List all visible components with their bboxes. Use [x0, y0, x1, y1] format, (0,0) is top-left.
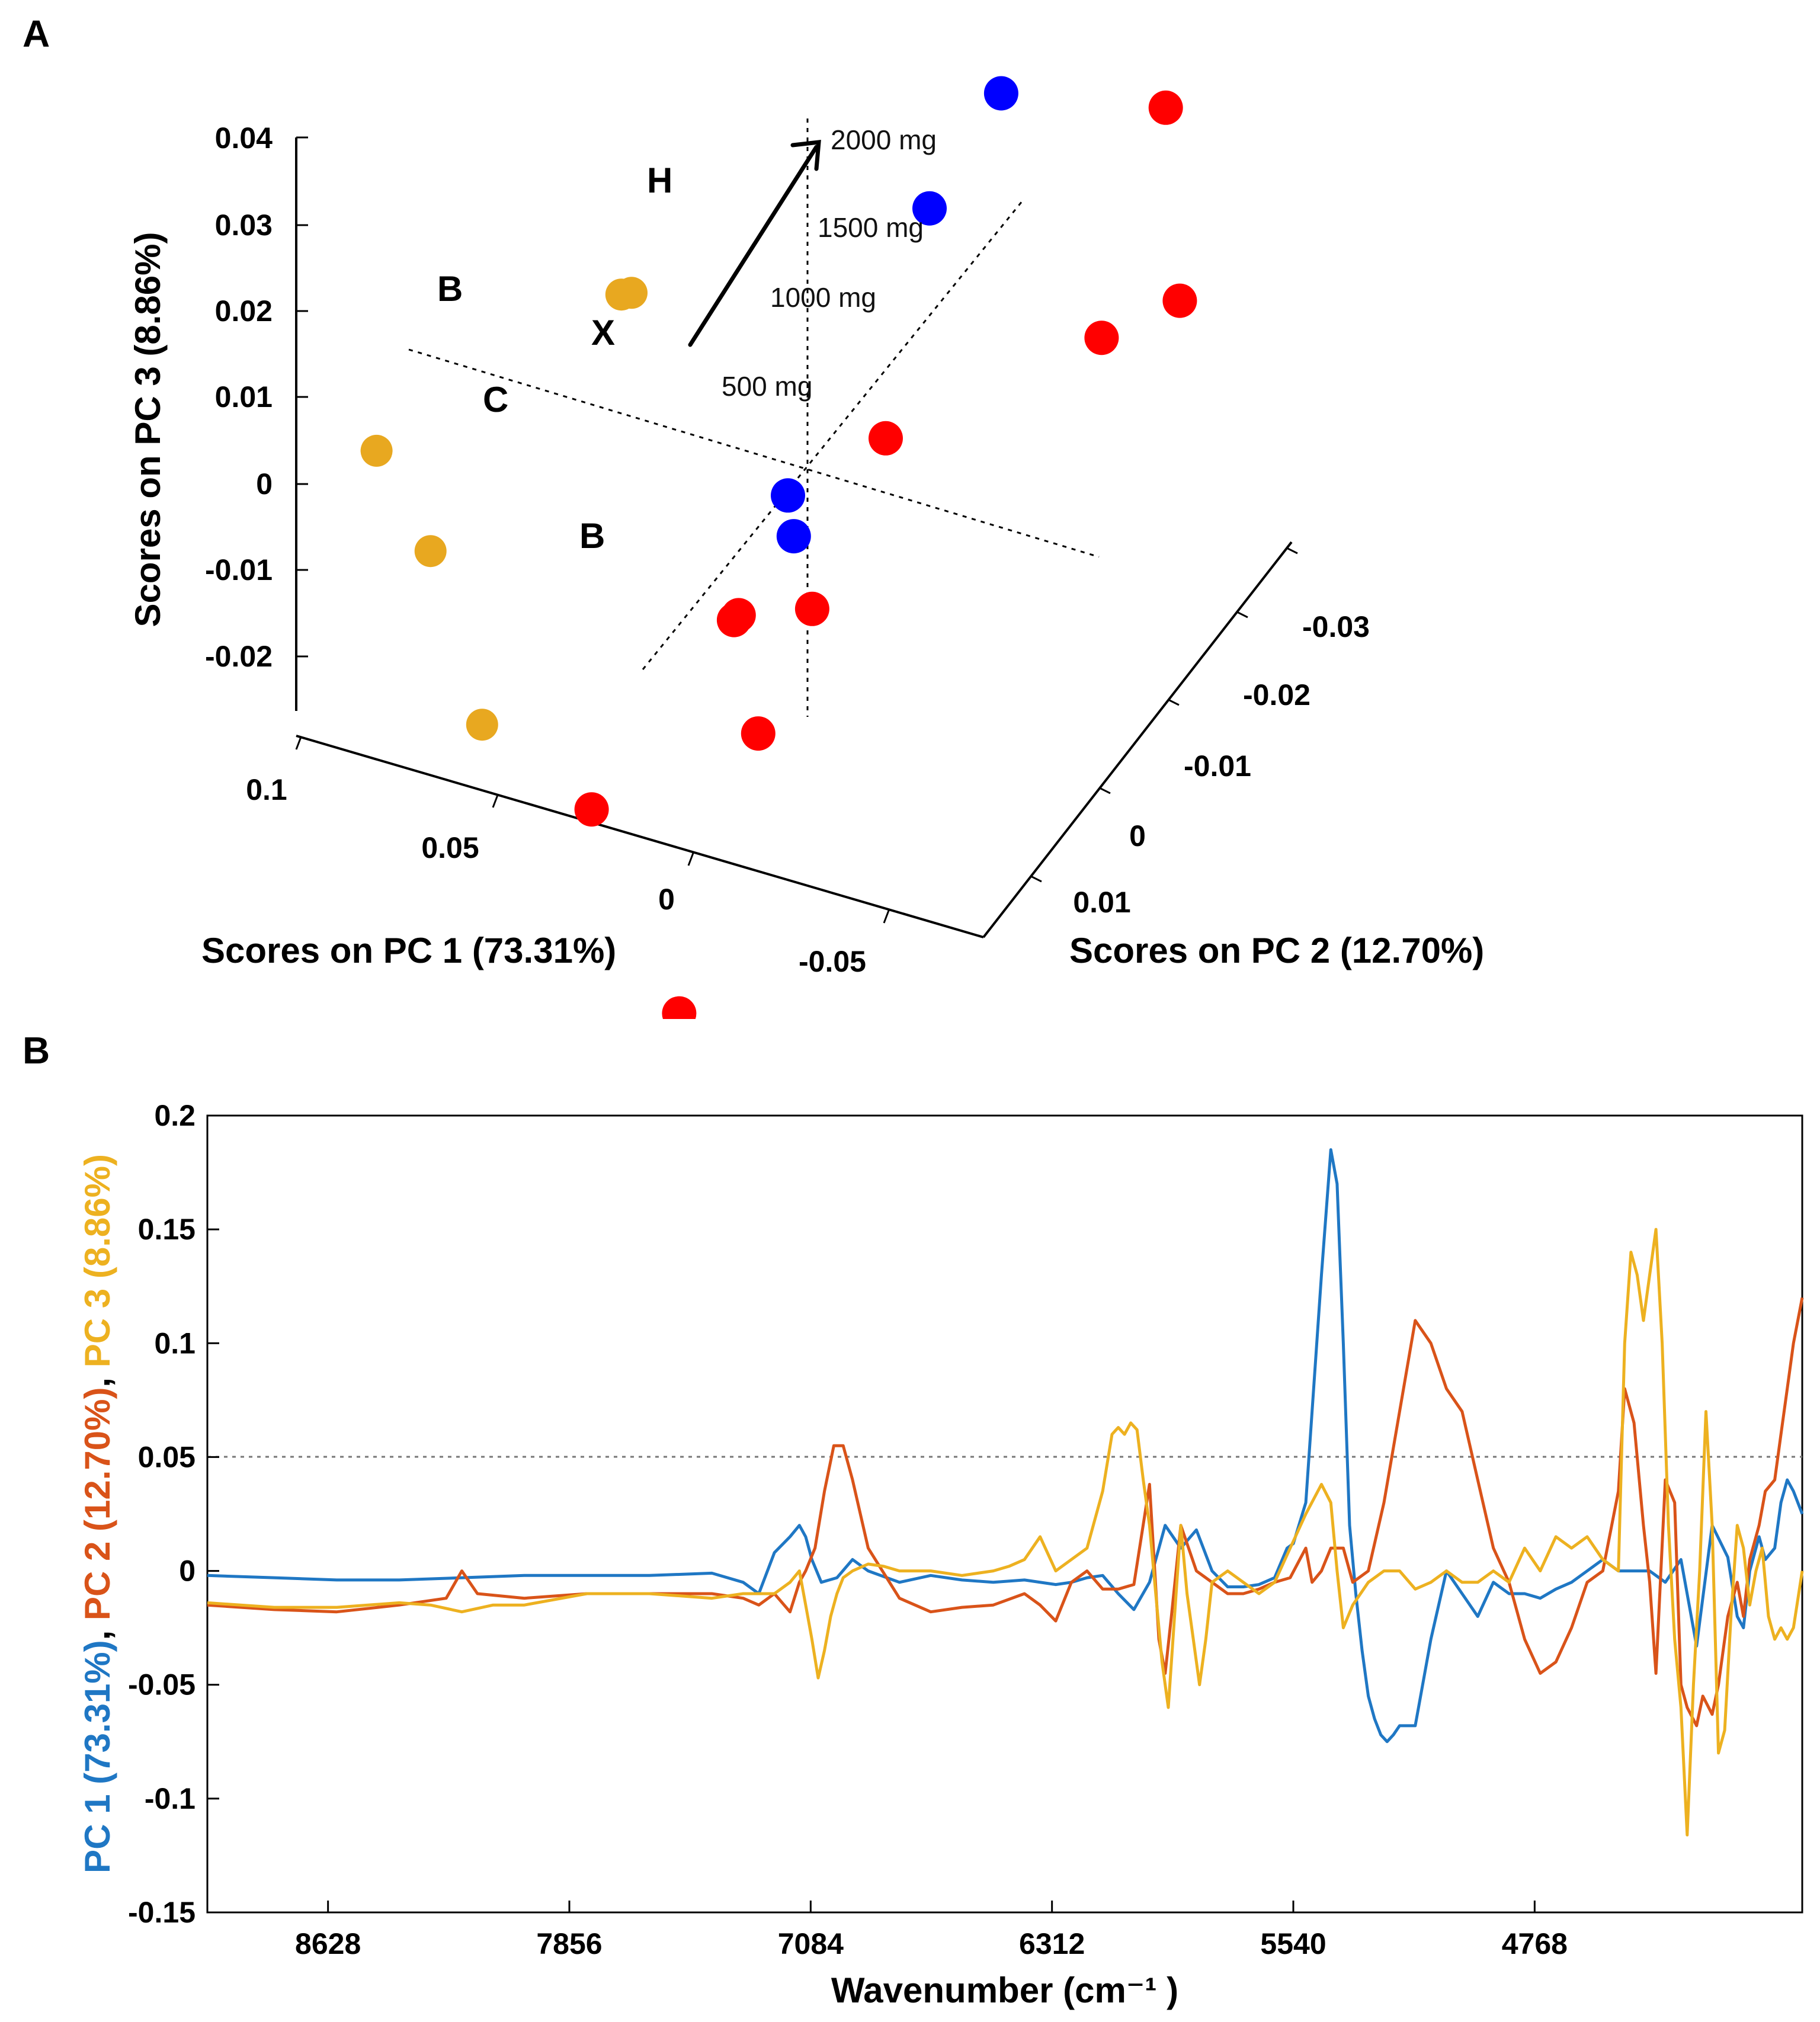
series-line-pc1 [207, 1148, 1804, 1744]
z-tick-label: -0.01 [205, 553, 273, 587]
sample-label: C [483, 380, 508, 419]
y-axis-title: Scores on PC 2 (12.70%) [1069, 931, 1484, 970]
y-axis-title-b: PC 1 (73.31%), PC 2 (12.70%), PC 3 (8.86… [78, 1154, 117, 1873]
b-ticks: 8628 7856 7084 6312 5540 4768 0.2 0.15 0.1 0.05 0 -… [128, 1099, 1568, 1960]
x-tick-label: -0.05 [799, 945, 866, 978]
blue-point [776, 519, 811, 554]
sample-labels: H B X C B [437, 161, 672, 556]
dose-label: 1500 mg [818, 212, 924, 243]
series-line-pc3 [207, 1228, 1804, 1837]
x-tick-label: 0.05 [421, 831, 479, 864]
z-ticks [296, 136, 308, 658]
b-series-lines [207, 1148, 1804, 1837]
y-tick-label-b: 0.05 [138, 1440, 196, 1473]
sample-label: H [647, 161, 672, 200]
x-tick-labels: 0.1 0.05 0 -0.05 [246, 773, 866, 978]
plot-frame [206, 1114, 1803, 1914]
x-tick-label-b: 4768 [1502, 1927, 1568, 1960]
red-point [741, 716, 776, 751]
x-tick-label: 0 [658, 883, 675, 916]
dose-label: 500 mg [722, 371, 812, 402]
scatter-markers [360, 76, 1197, 1019]
x-tick-label-b: 6312 [1019, 1927, 1085, 1960]
y-tick-label-b: 0.1 [154, 1326, 196, 1360]
y-tick-label: -0.02 [1243, 678, 1310, 712]
y-tick-label: -0.03 [1302, 610, 1370, 643]
x-ticks [295, 736, 890, 924]
series-line-pc2 [207, 1297, 1804, 1728]
x-tick-label-b: 7856 [536, 1927, 602, 1960]
y-tick-label: -0.01 [1184, 749, 1251, 783]
blue-point [771, 478, 805, 513]
dose-arrow [688, 140, 821, 347]
y-ticks [1030, 547, 1298, 883]
panel-label-a: A [23, 12, 50, 55]
red-point [1148, 90, 1183, 125]
y-tick-label-b: -0.15 [128, 1896, 196, 1929]
y-title-pc1: PC 1 (73.31%) [78, 1640, 117, 1873]
y-tick-labels: 0.01 0 -0.01 -0.02 -0.03 [1073, 610, 1370, 919]
red-point [869, 421, 903, 456]
orange-point [360, 434, 393, 467]
z-tick-label: 0.01 [215, 380, 273, 414]
red-point [574, 792, 609, 827]
z-axis-title: Scores on PC 3 (8.86%) [128, 232, 168, 627]
orange-point [616, 277, 648, 309]
sample-label: B [437, 269, 463, 309]
origin-reference-lines [408, 118, 1100, 717]
x-tick-label: 0.1 [246, 773, 287, 806]
sample-label: X [591, 313, 615, 353]
blue-point [983, 76, 1018, 111]
x-tick-label-b: 7084 [778, 1927, 844, 1960]
orange-point [466, 709, 498, 741]
y-title-pc3: PC 3 (8.86%) [78, 1154, 117, 1367]
y-tick-label-b: 0.2 [154, 1099, 196, 1132]
y-axis-line [982, 541, 1293, 938]
z-tick-label: 0 [256, 467, 273, 501]
x-axis-title: Scores on PC 1 (73.31%) [201, 931, 616, 970]
red-point [716, 603, 751, 637]
z-tick-label: -0.02 [205, 640, 273, 673]
x-tick-label-b: 5540 [1260, 1927, 1326, 1960]
red-point [662, 996, 697, 1019]
y-title-sep: , [78, 1367, 117, 1387]
y-tick-label-b: 0 [179, 1555, 196, 1588]
red-point [1162, 283, 1197, 318]
blue-point [912, 191, 947, 226]
z-tick-labels: 0.04 0.03 0.02 0.01 0 -0.01 -0.02 [205, 121, 273, 673]
y-tick-label: 0 [1129, 819, 1146, 853]
y-tick-label-b: -0.1 [145, 1782, 196, 1815]
z-tick-label: 0.02 [215, 294, 273, 328]
pca-3d-scatter: 0.04 0.03 0.02 0.01 0 -0.01 -0.02 0.1 0.… [128, 76, 1484, 1019]
orange-point [414, 535, 447, 568]
y-title-sep: , [78, 1620, 117, 1640]
y-tick-label-b: -0.05 [128, 1668, 196, 1701]
x-axis-title-b: Wavenumber (cm⁻¹ ) [831, 1970, 1178, 2010]
x-tick-label-b: 8628 [295, 1927, 361, 1960]
x-axis-line [296, 735, 984, 938]
red-point [1084, 321, 1119, 355]
panel-label-b: B [23, 1029, 50, 1072]
red-point [794, 591, 829, 626]
dose-label: 1000 mg [770, 282, 876, 313]
y-tick-label-b: 0.15 [138, 1213, 196, 1246]
dose-label: 2000 mg [831, 124, 937, 155]
sample-label: B [579, 516, 605, 556]
dose-labels: 2000 mg 1500 mg 1000 mg 500 mg [722, 124, 937, 402]
y-title-pc2: PC 2 (12.70%) [78, 1387, 117, 1621]
y-tick-label: 0.01 [1073, 886, 1130, 919]
z-tick-label: 0.03 [215, 209, 273, 242]
z-tick-label: 0.04 [215, 121, 273, 155]
